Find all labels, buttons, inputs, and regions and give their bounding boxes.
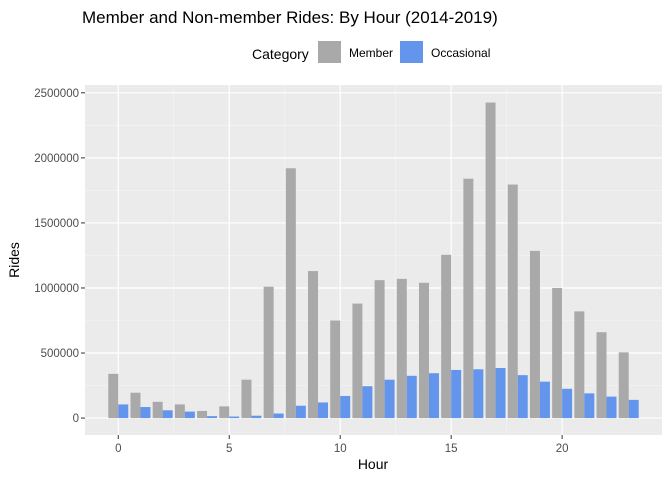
bar-member-hour-20: [552, 287, 563, 419]
y-tick-label: 2000000: [34, 153, 79, 165]
bar-member-hour-22: [596, 332, 607, 419]
x-axis-title: Hour: [358, 456, 389, 472]
bar-occasional-hour-13: [406, 375, 417, 419]
bar-member-hour-7: [263, 286, 274, 419]
bar-occasional-hour-11: [362, 386, 373, 419]
bar-occasional-hour-17: [495, 367, 506, 419]
bar-occasional-hour-3: [184, 411, 195, 419]
bar-occasional-hour-2: [162, 410, 173, 419]
x-tick-label: 0: [115, 443, 121, 455]
bar-member-hour-3: [174, 404, 185, 419]
bar-member-hour-23: [618, 352, 629, 419]
bar-member-hour-19: [529, 250, 540, 419]
x-tick-label: 20: [556, 443, 569, 455]
bar-member-hour-6: [241, 379, 252, 419]
bar-occasional-hour-16: [473, 369, 484, 419]
chart-title: Member and Non-member Rides: By Hour (20…: [82, 8, 498, 27]
y-tick-label: 500000: [41, 348, 79, 360]
bar-occasional-hour-23: [628, 399, 639, 419]
bar-member-hour-18: [507, 184, 518, 419]
legend: Category Member Occasional: [252, 41, 490, 63]
y-tick-label: 2500000: [34, 88, 79, 100]
bar-occasional-hour-12: [384, 379, 395, 419]
y-axis: 0 500000 1000000 1500000 2000000 2500000: [34, 88, 85, 425]
bar-occasional-hour-4: [207, 416, 218, 419]
bar-member-hour-5: [219, 406, 230, 419]
bar-occasional-hour-7: [273, 413, 284, 419]
bar-member-hour-17: [485, 102, 496, 419]
legend-label-occasional: Occasional: [431, 46, 490, 60]
bar-member-hour-9: [308, 271, 319, 419]
bar-occasional-hour-1: [140, 407, 151, 419]
bar-member-hour-8: [285, 168, 296, 419]
x-tick-label: 15: [445, 443, 458, 455]
y-axis-title: Rides: [6, 242, 22, 278]
plot-panel: [85, 85, 662, 435]
x-tick-label: 10: [334, 443, 347, 455]
y-tick-label: 1000000: [34, 283, 79, 295]
bar-occasional-hour-15: [451, 369, 462, 419]
bar-occasional-hour-19: [539, 381, 550, 419]
bar-occasional-hour-18: [517, 375, 528, 419]
legend-title: Category: [252, 46, 309, 62]
bar-member-hour-1: [130, 392, 141, 419]
bar-occasional-hour-10: [340, 395, 351, 419]
x-tick-label: 5: [226, 443, 232, 455]
bar-member-hour-15: [441, 254, 452, 419]
bar-occasional-hour-9: [318, 402, 329, 419]
bar-occasional-hour-8: [295, 405, 306, 419]
bar-member-hour-13: [396, 278, 407, 419]
x-axis: 0 5 10 15 20: [115, 435, 569, 455]
bar-member-hour-16: [463, 178, 474, 419]
bar-member-hour-4: [197, 410, 208, 419]
minor-gridlines: [85, 85, 662, 435]
legend-label-member: Member: [349, 46, 393, 60]
bar-member-hour-21: [574, 311, 585, 419]
bars: [108, 102, 639, 419]
bar-member-hour-12: [374, 280, 385, 419]
bar-occasional-hour-20: [562, 388, 573, 419]
bar-occasional-hour-21: [584, 393, 595, 419]
bar-occasional-hour-5: [229, 416, 240, 419]
bar-member-hour-11: [352, 303, 363, 419]
bar-member-hour-14: [418, 282, 429, 419]
bar-occasional-hour-14: [428, 373, 439, 419]
legend-key-occasional: [400, 41, 423, 63]
y-tick-label: 1500000: [34, 218, 79, 230]
bar-occasional-hour-0: [118, 404, 129, 419]
y-tick-label: 0: [73, 413, 79, 425]
bar-occasional-hour-6: [251, 415, 262, 419]
legend-key-member: [318, 41, 341, 63]
bar-occasional-hour-22: [606, 396, 617, 419]
bar-member-hour-2: [152, 401, 163, 419]
bar-member-hour-0: [108, 373, 119, 419]
bar-member-hour-10: [330, 320, 341, 419]
